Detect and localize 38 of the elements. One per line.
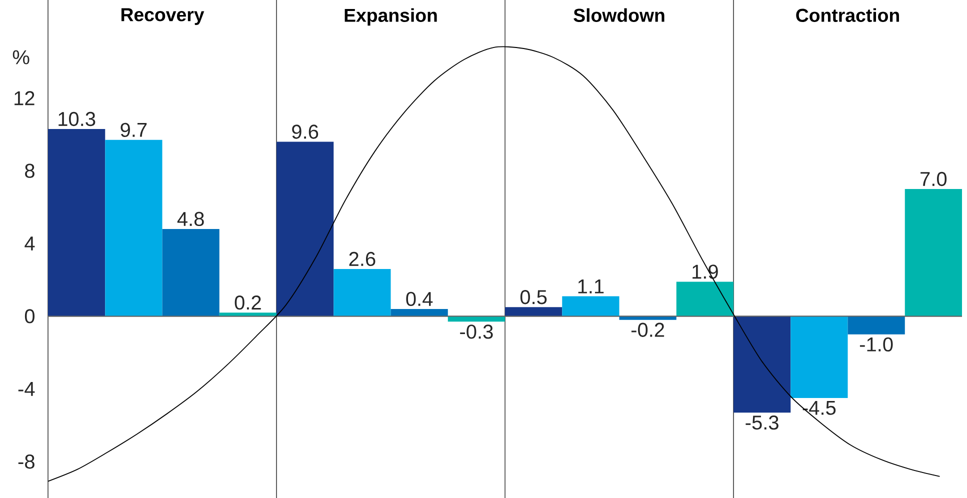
bar: [162, 228, 220, 316]
bar: [562, 296, 620, 316]
y-axis-title: %: [12, 50, 30, 64]
y-tick-label: 4: [24, 236, 35, 250]
bar: [105, 140, 162, 316]
x-tick-label: Contraction: [796, 8, 899, 22]
data-label: 1.1: [578, 280, 604, 294]
bar: [676, 282, 734, 316]
y-tick-label: -4: [18, 382, 35, 396]
y-tick-label: -8: [18, 454, 34, 469]
bar: [505, 307, 562, 316]
data-label: 0.2: [234, 296, 261, 310]
data-label: -4.5: [802, 400, 836, 415]
y-tick-label: 0: [24, 309, 35, 324]
data-label: -0.3: [460, 324, 493, 339]
data-label: -5.3: [746, 415, 778, 430]
data-label: 2.6: [349, 252, 376, 266]
x-tick-label: Recovery: [121, 8, 204, 25]
data-label: -1.0: [860, 337, 893, 352]
bar: [848, 316, 905, 334]
bar: [734, 316, 791, 413]
y-tick-label: 8: [25, 164, 34, 178]
data-label: 9.6: [292, 124, 318, 139]
y-tick-label: 12: [14, 91, 34, 106]
bar: [276, 142, 334, 316]
data-label: -0.2: [631, 322, 664, 337]
bar: [48, 129, 106, 316]
bar: [334, 268, 391, 316]
data-label: 9.7: [120, 122, 147, 137]
data-label: 10.3: [58, 112, 96, 126]
data-label: 0.5: [520, 290, 547, 304]
x-tick-label: Expansion: [344, 8, 437, 26]
bar: [904, 189, 962, 316]
data-label: 0.4: [406, 292, 433, 306]
x-tick-label: Slowdown: [574, 8, 664, 22]
data-label: 4.8: [177, 212, 204, 226]
data-label: 7.0: [920, 172, 947, 186]
bar: [790, 316, 848, 398]
